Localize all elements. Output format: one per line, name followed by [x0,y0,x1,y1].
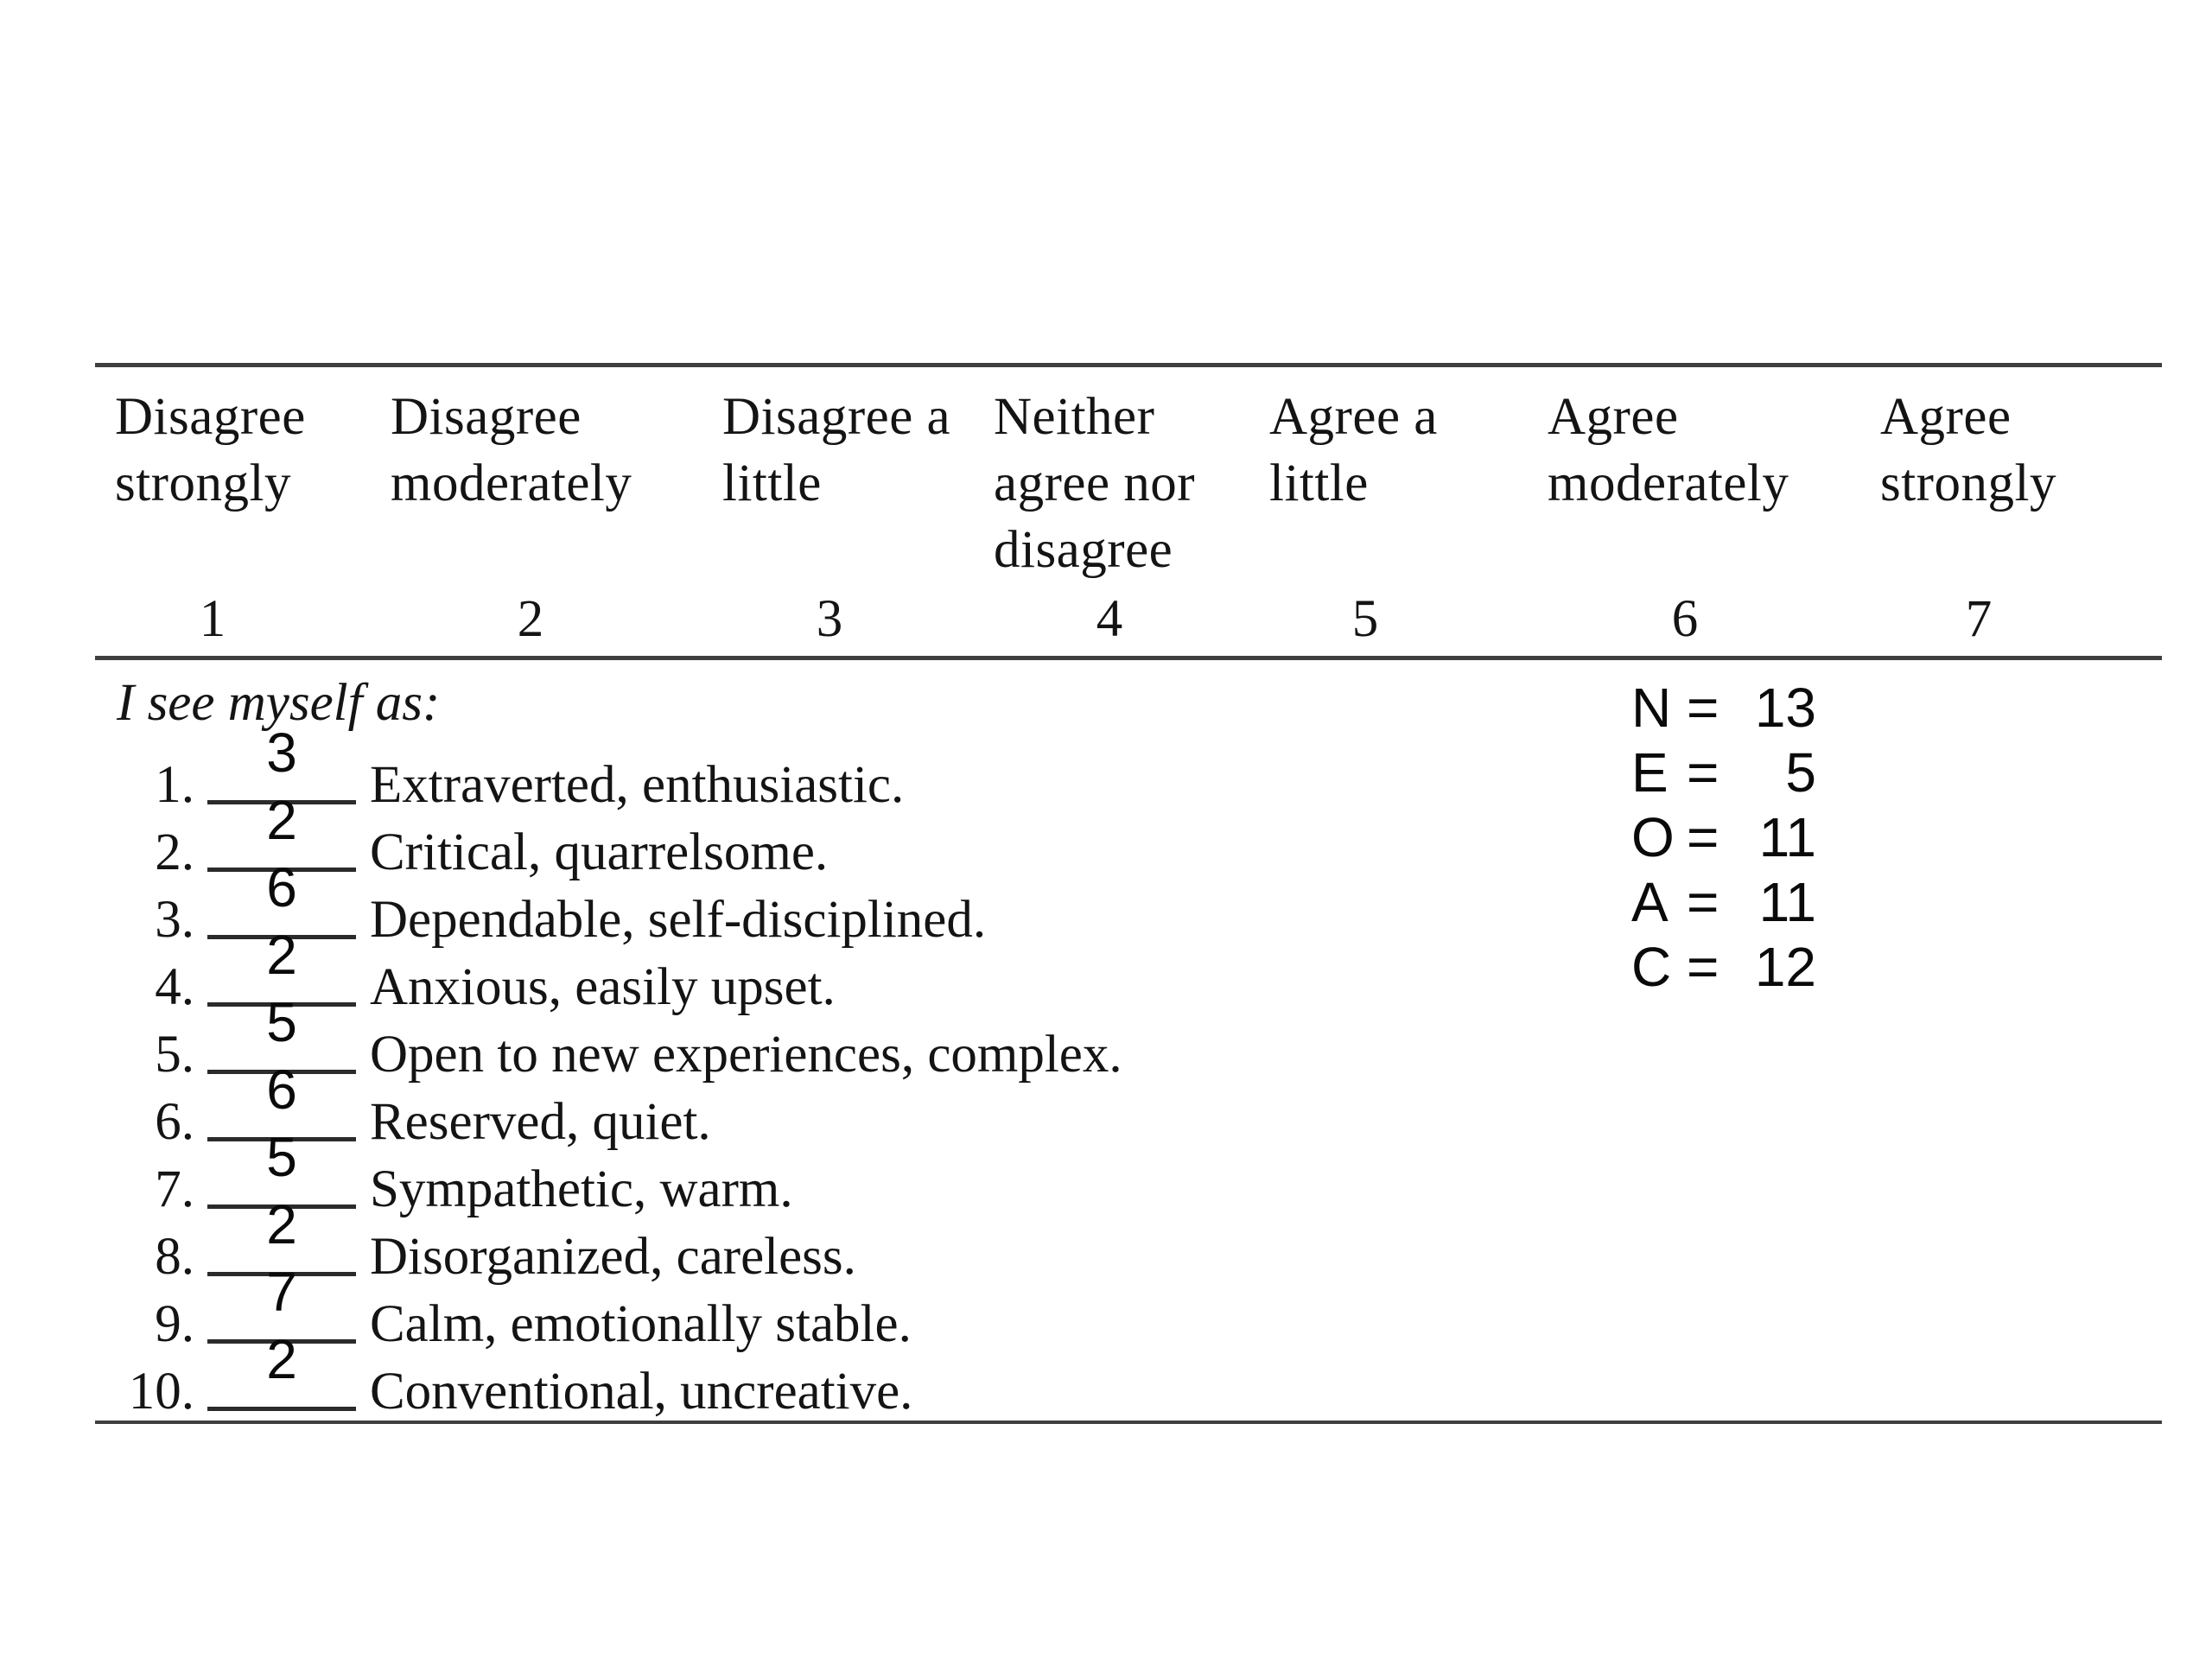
answer-blank [207,868,356,872]
score-label: A [1631,871,1669,933]
item-row-1: 1. 3 Extraverted, enthusiastic. [82,721,1378,819]
score-row-o: O = 11 [1631,805,1816,870]
item-number: 10. [128,1363,194,1421]
scale-value-6: 6 [1671,590,1699,648]
answer-value: 3 [266,721,297,784]
scale-value-3: 3 [816,590,843,648]
item-row-8: 8. 2 Disorganized, careless. [82,1193,1378,1291]
item-trait: Reserved, quiet. [370,1093,711,1151]
horizontal-rule-bottom [95,1421,2162,1424]
answer-value: 2 [266,789,297,851]
answer-value: 6 [266,856,297,918]
equals-sign: = [1687,806,1719,868]
prompt-text: I see myself as: [117,674,441,732]
score-row-a: A = 11 [1631,870,1816,935]
item-trait: Critical, quarrelsome. [370,823,829,881]
answer-value: 6 [266,1058,297,1121]
item-row-9: 9. 7 Calm, emotionally stable. [82,1261,1378,1358]
answer-value: 5 [266,991,297,1053]
scale-label-disagree-strongly: Disagree strongly [115,388,306,512]
item-row-7: 7. 5 Sympathetic, warm. [82,1126,1378,1224]
scale-value-1: 1 [199,590,226,648]
score-row-c: C = 12 [1631,935,1816,1000]
item-row-3: 3. 6 Dependable, self-disciplined. [82,856,1378,954]
answer-blank [207,1339,356,1344]
answer-blank [207,1205,356,1209]
answer-blank [207,1070,356,1074]
score-label: O [1631,806,1675,868]
item-trait: Anxious, easily upset. [370,958,836,1016]
scale-label-neither: Neither agree nor disagree [994,388,1196,579]
item-number: 1. [155,756,194,814]
answer-blank [207,1407,356,1411]
item-number: 3. [155,891,194,949]
scores-block: N = 13 E = 5 O = 11 A = 11 C = 12 [1631,676,1816,1000]
item-number: 6. [155,1093,194,1151]
score-value: 13 [1754,677,1816,739]
item-row-2: 2. 2 Critical, quarrelsome. [82,789,1378,887]
score-value: 11 [1758,871,1816,933]
answer-value: 2 [266,1328,297,1390]
scale-label-agree-a-little: Agree a little [1269,388,1438,512]
equals-sign: = [1687,936,1719,998]
answer-blank [207,1272,356,1276]
answer-value: 5 [266,1126,297,1188]
item-row-4: 4. 2 Anxious, easily upset. [82,924,1378,1021]
scale-label-agree-strongly: Agree strongly [1880,388,2056,512]
scale-value-7: 7 [1965,590,1993,648]
items-list: 1. 3 Extraverted, enthusiastic. 2. 2 Cri… [82,721,1378,1426]
item-trait: Extraverted, enthusiastic. [370,756,905,814]
score-row-n: N = 13 [1631,676,1816,741]
score-value: 12 [1754,936,1816,998]
item-number: 4. [155,958,194,1016]
scale-value-2: 2 [517,590,544,648]
item-trait: Disorganized, careless. [370,1228,856,1286]
item-row-5: 5. 5 Open to new experiences, complex. [82,991,1378,1089]
answer-value: 2 [266,924,297,986]
item-trait: Dependable, self-disciplined. [370,891,987,949]
item-number: 8. [155,1228,194,1286]
score-label: E [1631,741,1669,804]
scale-label-disagree-moderately: Disagree moderately [391,388,632,512]
item-trait: Calm, emotionally stable. [370,1295,912,1353]
item-number: 7. [155,1160,194,1218]
score-label: C [1631,936,1672,998]
item-number: 5. [155,1026,194,1084]
item-row-10: 10. 2 Conventional, uncreative. [82,1328,1378,1426]
answer-blank [207,1137,356,1141]
scale-value-5: 5 [1351,590,1379,648]
answer-blank [207,800,356,804]
answer-blank [207,935,356,939]
item-number: 2. [155,823,194,881]
scale-value-4: 4 [1096,590,1123,648]
item-row-6: 6. 6 Reserved, quiet. [82,1058,1378,1156]
item-number: 9. [155,1295,194,1353]
item-trait: Open to new experiences, complex. [370,1026,1122,1084]
answer-value: 7 [266,1261,297,1323]
score-value: 11 [1758,806,1816,868]
equals-sign: = [1687,741,1719,804]
score-value: 5 [1785,741,1816,804]
horizontal-rule-top [95,363,2162,367]
answer-blank [207,1002,356,1007]
horizontal-rule-middle [95,656,2162,660]
item-trait: Conventional, uncreative. [370,1363,913,1421]
score-row-e: E = 5 [1631,741,1816,805]
item-trait: Sympathetic, warm. [370,1160,793,1218]
equals-sign: = [1687,871,1719,933]
answer-value: 2 [266,1193,297,1255]
score-label: N [1631,677,1672,739]
scale-label-agree-moderately: Agree moderately [1548,388,1789,512]
scale-label-disagree-a-little: Disagree a little [722,388,951,512]
equals-sign: = [1687,677,1719,739]
